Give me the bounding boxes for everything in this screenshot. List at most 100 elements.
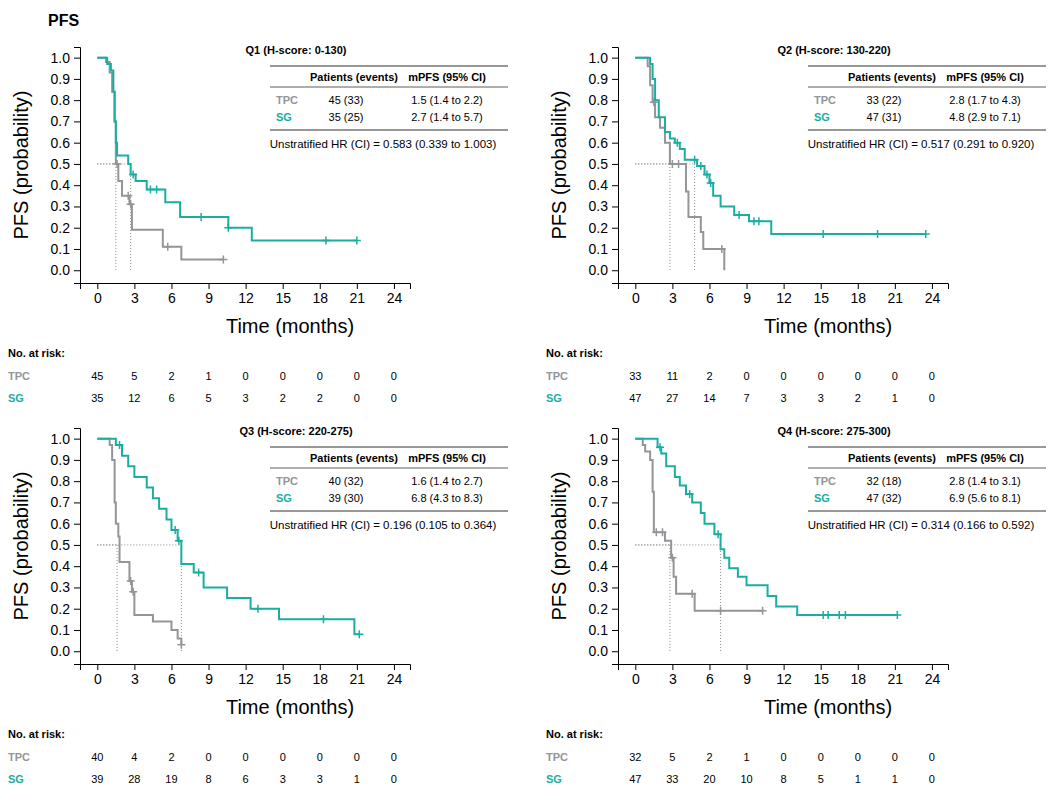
y-tick: 0.9	[51, 452, 80, 468]
table-cell: 1.6 (1.4 to 2.7)	[411, 475, 483, 487]
y-tick-mark	[74, 566, 80, 567]
y-tick-label: 0.8	[51, 473, 71, 489]
censor-mark	[893, 611, 901, 619]
censor-mark	[658, 528, 666, 536]
table-row-label: TPC	[814, 94, 836, 106]
median-line-vertical	[117, 545, 118, 651]
at-risk-count: 19	[165, 773, 177, 785]
x-tick-label: 0	[632, 290, 640, 306]
y-tick-label: 0.1	[51, 622, 71, 638]
survival-curve	[97, 439, 181, 645]
y-tick-label: 0.7	[51, 113, 71, 129]
at-risk-count: 3	[280, 773, 286, 785]
y-tick-label: 0.7	[51, 494, 71, 510]
table-row-label: TPC	[276, 94, 298, 106]
y-tick-mark	[74, 630, 80, 631]
y-tick-label: 0.6	[51, 516, 71, 532]
at-risk-count: 8	[781, 773, 787, 785]
y-tick-mark	[612, 100, 618, 101]
x-tick-mark	[821, 283, 822, 289]
at-risk-count: 5	[131, 370, 137, 382]
at-risk-count: 1	[354, 773, 360, 785]
censor-mark	[703, 171, 711, 179]
at-risk-count: 1	[743, 751, 749, 763]
censor-mark	[874, 230, 882, 238]
y-tick-mark	[74, 481, 80, 482]
y-tick-label: 1.0	[589, 431, 609, 447]
table-header: Patients (events)	[310, 452, 398, 464]
y-tick-label: 0.0	[589, 262, 609, 278]
y-tick-mark	[612, 121, 618, 122]
x-tick-label: 18	[850, 290, 866, 306]
at-risk-count: 0	[391, 773, 397, 785]
at-risk-count: 6	[168, 392, 174, 404]
table-cell: 35 (25)	[329, 111, 364, 123]
censor-mark	[177, 641, 185, 649]
x-axis: 03691215182124	[81, 664, 411, 687]
x-tick-label: 6	[168, 290, 176, 306]
y-tick: 0.8	[51, 92, 80, 108]
y-tick: 0.5	[51, 537, 80, 553]
x-tick-label: 3	[669, 290, 677, 306]
y-tick-label: 0.9	[589, 452, 609, 468]
survival-curve	[97, 58, 223, 260]
censor-mark	[153, 185, 161, 193]
y-tick-label: 0.6	[51, 135, 71, 151]
x-tick-mark	[134, 283, 135, 289]
y-axis-title: PFS (probability)	[10, 91, 32, 240]
y-tick-mark	[74, 121, 80, 122]
y-tick-label: 0.4	[589, 177, 609, 193]
survival-curve	[635, 439, 762, 611]
censor-mark	[717, 607, 725, 615]
censor-mark	[714, 530, 722, 538]
table-cell: 47 (31)	[867, 111, 902, 123]
x-tick: 6	[706, 283, 714, 306]
x-tick: 3	[669, 664, 677, 687]
x-tick: 12	[238, 664, 254, 687]
y-tick: 0.3	[51, 198, 80, 214]
y-tick-label: 0.7	[589, 494, 609, 510]
y-tick: 0.1	[589, 622, 618, 638]
y-tick-label: 0.8	[589, 92, 609, 108]
at-risk-title: No. at risk:	[546, 347, 603, 359]
y-tick: 0.0	[589, 262, 618, 278]
censor-mark	[319, 615, 327, 623]
at-risk-count: 1	[855, 773, 861, 785]
y-tick-label: 0.3	[589, 198, 609, 214]
x-tick-label: 24	[387, 671, 403, 687]
table-cell: 47 (32)	[867, 492, 902, 504]
y-tick: 0.2	[51, 601, 80, 617]
table-row-label: TPC	[276, 475, 298, 487]
y-tick: 0.2	[51, 220, 80, 236]
y-tick: 0.7	[51, 113, 80, 129]
median-line-vertical	[669, 164, 670, 270]
y-tick-label: 0.8	[589, 473, 609, 489]
x-tick-mark	[635, 283, 636, 289]
x-tick: 3	[131, 283, 139, 306]
censor-mark	[718, 245, 726, 253]
table-rule	[808, 446, 1046, 447]
y-tick-mark	[74, 164, 80, 165]
x-tick-label: 21	[888, 290, 904, 306]
y-tick: 0.8	[51, 473, 80, 489]
x-tick-label: 3	[669, 671, 677, 687]
x-tick-mark	[895, 283, 896, 289]
x-tick-mark	[709, 664, 710, 670]
x-tick-mark	[357, 283, 358, 289]
table-cell: 1.5 (1.4 to 2.2)	[411, 94, 483, 106]
x-tick-mark	[171, 664, 172, 670]
y-axis-line	[612, 48, 619, 284]
x-tick-label: 3	[131, 671, 139, 687]
at-risk-count: 3	[818, 392, 824, 404]
at-risk-count: 32	[629, 751, 641, 763]
y-tick-mark	[612, 143, 618, 144]
x-tick-mark	[246, 283, 247, 289]
y-tick-label: 0.3	[51, 198, 71, 214]
x-tick-mark	[320, 664, 321, 670]
y-tick: 0.8	[589, 473, 618, 489]
y-tick-label: 0.1	[51, 241, 71, 257]
censor-mark	[195, 569, 203, 577]
panel: 036912151821240.00.10.20.30.40.50.60.70.…	[546, 44, 1046, 404]
at-risk-count: 0	[354, 751, 360, 763]
censor-mark	[355, 630, 363, 638]
